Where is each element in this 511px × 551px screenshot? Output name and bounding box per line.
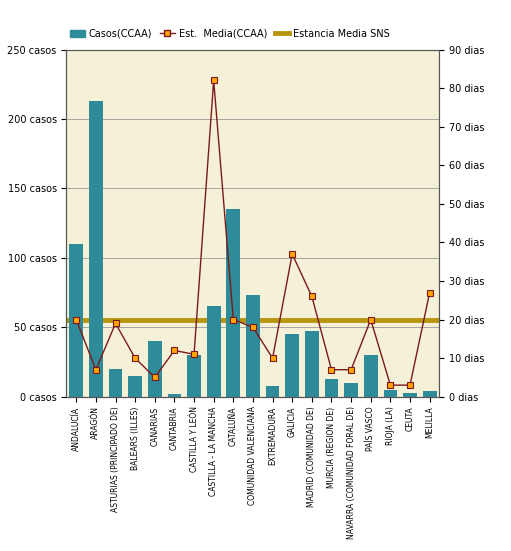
- Bar: [383, 390, 397, 397]
- Bar: [344, 383, 358, 397]
- Bar: [187, 355, 201, 397]
- Bar: [246, 295, 260, 397]
- Legend: Casos(CCAA), Est.  Media(CCAA), Estancia Media SNS: Casos(CCAA), Est. Media(CCAA), Estancia …: [66, 25, 394, 42]
- Bar: [324, 379, 338, 397]
- Bar: [128, 376, 142, 397]
- Bar: [305, 332, 319, 397]
- Bar: [148, 341, 161, 397]
- Bar: [266, 386, 280, 397]
- Bar: [109, 369, 123, 397]
- Bar: [364, 355, 378, 397]
- Bar: [423, 391, 436, 397]
- Bar: [207, 306, 221, 397]
- Bar: [168, 394, 181, 397]
- Bar: [89, 101, 103, 397]
- Bar: [69, 244, 83, 397]
- Bar: [226, 209, 240, 397]
- Bar: [403, 392, 417, 397]
- Bar: [285, 334, 299, 397]
